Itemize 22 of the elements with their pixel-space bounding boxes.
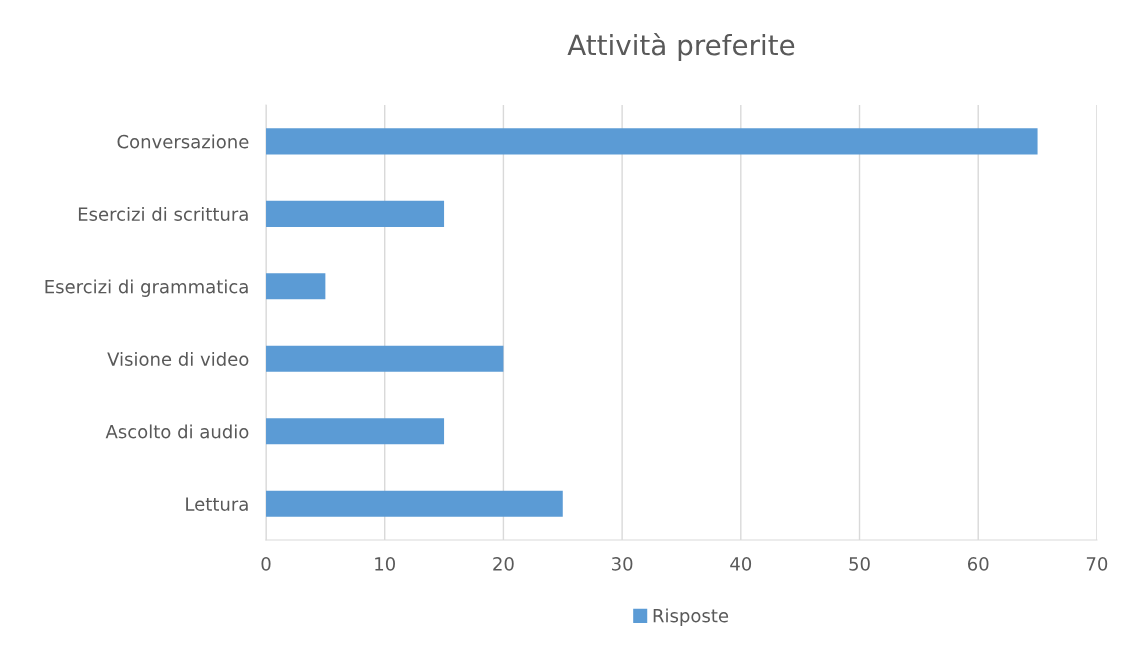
y-tick-label: Conversazione [117,134,249,149]
x-tick-label: 60 [967,557,989,571]
x-tick-label: 30 [612,557,633,571]
x-tick-label: 10 [375,557,396,571]
chart-title: Attività preferite [567,32,795,61]
bar [266,490,563,517]
bar [266,200,445,227]
y-tick-label: Lettura [186,497,248,511]
x-tick-label: 70 [1086,557,1108,571]
x-tick-label: 20 [493,557,514,571]
bar [266,273,326,300]
y-tick-label: Esercizi di scrittura [78,206,248,221]
y-tick-label: Visione di video [107,351,249,366]
y-tick-label: Esercizi di grammatica [45,279,248,297]
x-tick-label: 0 [261,557,271,571]
bar [266,345,504,372]
bar [266,128,1038,155]
bar [266,418,445,445]
x-tick-label: 50 [849,557,870,571]
legend-label: Risposte [653,608,729,626]
x-tick-label: 40 [730,557,752,571]
y-tick-label: Ascolto di audio [105,424,249,439]
